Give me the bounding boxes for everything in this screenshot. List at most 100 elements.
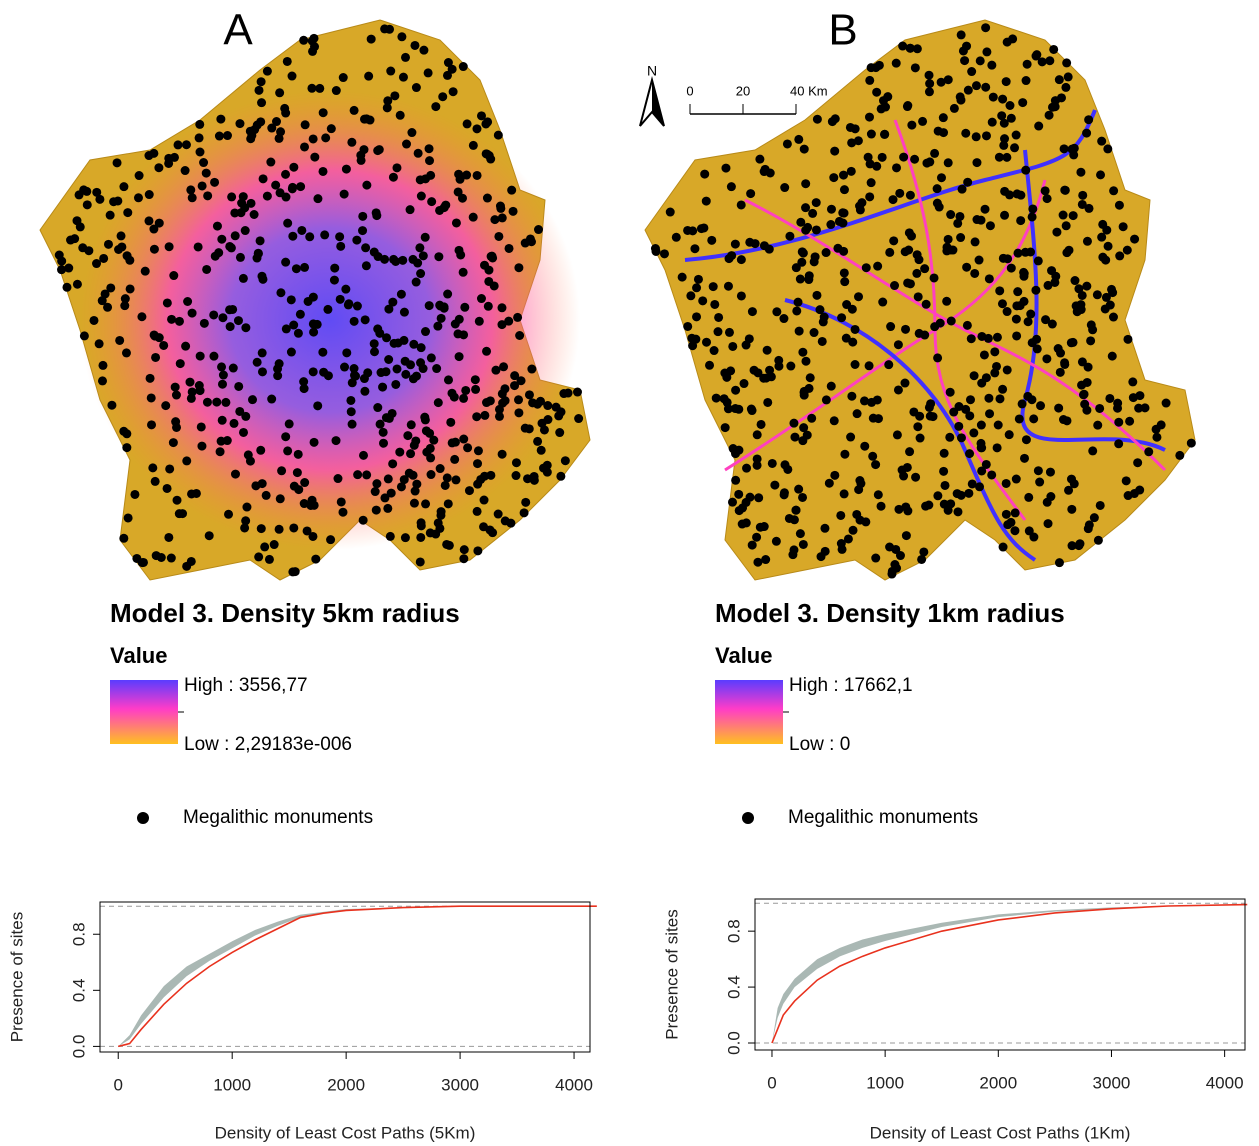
monument-dot [182,561,192,571]
monument-dot [821,248,831,258]
monument-dot [958,46,968,56]
monument-dot [939,448,949,458]
monument-dot [72,216,82,226]
monument-dot [107,400,117,410]
monument-dot [901,502,911,512]
monument-dot [410,40,420,50]
monument-dot [209,351,219,361]
monument-dot [134,171,144,181]
monument-dot [726,182,736,192]
monument-dot [1076,167,1086,177]
monument-dot [889,236,899,246]
monument-dot [921,501,931,511]
monument-dot [772,307,782,317]
monument-dot [856,479,866,489]
monument-dot [885,542,895,552]
monument-dot [481,119,491,129]
monument-dot [320,230,330,240]
monument-dot [426,453,436,463]
monument-dot [990,347,1000,357]
monument-dot [300,142,310,152]
monument-dot [433,398,443,408]
monument-dot [1077,357,1087,367]
monument-dot [333,474,343,484]
monument-dot [364,71,374,81]
monument-dot [1023,391,1033,401]
monument-dot [379,438,389,448]
monument-dot [98,360,108,370]
monument-dot [1013,248,1023,258]
monument-dot [62,282,72,292]
monument-dot [286,295,296,305]
monument-dot [764,244,774,254]
monument-dot [756,419,766,429]
monument-dot [395,447,405,457]
monument-dot [1050,277,1060,287]
monument-dot [999,118,1009,128]
monument-dot [199,318,209,328]
monument-dot [871,553,881,563]
monument-dot [955,92,965,102]
monument-dot [1029,414,1039,424]
monument-dot [214,131,224,141]
monument-dot [1069,150,1079,160]
monument-dot [1092,290,1102,300]
monument-dot [187,387,197,397]
monument-dot [406,449,416,459]
monument-dot [471,384,481,394]
monument-dot [516,376,526,386]
monument-dot [782,139,792,149]
monument-dot [255,236,265,246]
monument-dot [901,324,911,334]
monument-dot [299,499,309,509]
monument-dot [747,540,757,550]
monument-dot [981,131,991,141]
monument-dot [144,216,154,226]
monument-dot [967,479,977,489]
monument-dot [555,428,565,438]
monument-dot [181,341,191,351]
monument-dot [891,58,901,68]
monument-dot [309,327,319,337]
monument-dot [574,414,584,424]
monument-dot [275,494,285,504]
monument-dot [736,291,746,301]
monument-dot [130,489,140,499]
monument-dot [421,499,431,509]
monument-dot [524,390,534,400]
monument-dot [235,119,245,129]
monument-dot [74,190,84,200]
monument-dot [70,234,80,244]
monument-dot [1140,403,1150,413]
monument-dot [943,505,953,515]
monument-dot [556,471,566,481]
monument-dot [965,395,975,405]
monument-dot [998,94,1008,104]
monument-dot [164,532,174,542]
monument-dot [935,318,945,328]
monument-dot [442,473,452,483]
monument-dot [415,243,425,253]
monument-dot [755,154,765,164]
monument-dot [1095,500,1105,510]
monument-dot [434,252,444,262]
monument-dot [381,367,391,377]
monument-dot [472,412,482,422]
monument-dot [145,373,155,383]
monument-dot [386,66,396,76]
monument-dot [884,360,894,370]
monument-dot [401,369,411,379]
monument-dot [294,485,304,495]
monument-dot [1016,216,1026,226]
monument-dot [999,140,1009,150]
monument-dot [384,304,394,314]
legend-low: Low : 2,29183e-006 [184,734,352,755]
monument-dot [1060,358,1070,368]
monument-dot [358,211,368,221]
monument-dot [731,449,741,459]
monument-dot [293,449,303,459]
monument-dot [1042,354,1052,364]
monument-dot [225,241,235,251]
monument-dot [936,173,946,183]
monument-dot [453,187,463,197]
